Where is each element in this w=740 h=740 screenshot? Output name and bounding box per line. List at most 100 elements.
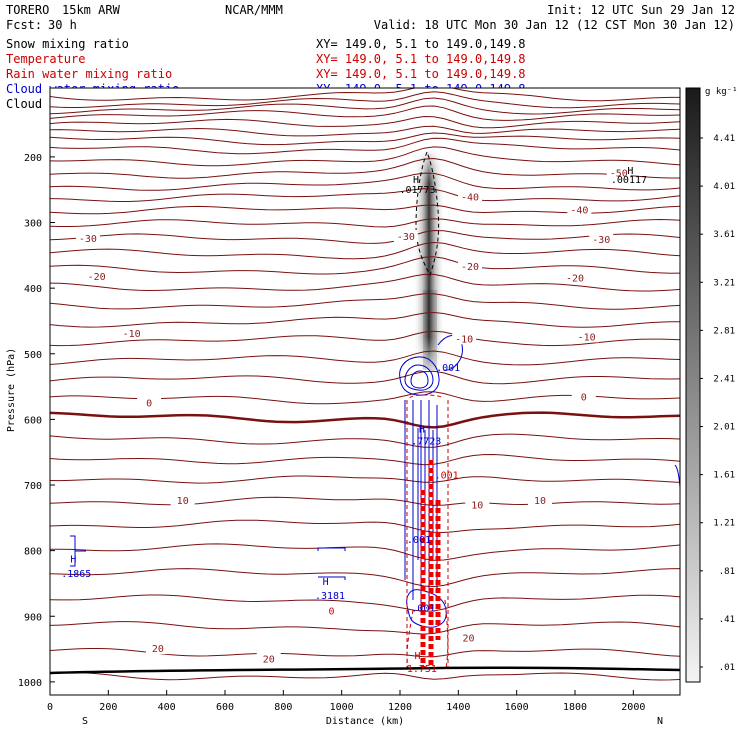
- fcst-label: Fcst:: [6, 18, 42, 32]
- temperature-label: -10: [455, 334, 473, 345]
- x-tick-label: 0: [47, 702, 53, 713]
- resolution-label: 15km ARW: [62, 3, 121, 17]
- temperature-contour-line: [50, 433, 680, 448]
- x-tick-label: 1800: [563, 702, 587, 713]
- colorbar-label: .41: [719, 615, 735, 625]
- colorbar-label: 2.01: [713, 423, 735, 433]
- maximum-label: 1.751: [407, 664, 437, 675]
- maximum-label: .1865: [61, 569, 91, 580]
- maximum-label: .00117: [611, 175, 647, 186]
- maximum-label: H: [627, 166, 633, 177]
- label-background: [571, 390, 596, 403]
- temperature-contour-line: [50, 594, 680, 612]
- temperature-label: 20: [152, 644, 164, 655]
- axes: 0 200 400 600 800 1000 1200 1400 1600 1800 2000200…: [6, 153, 663, 727]
- temperature-label: 20: [463, 634, 475, 645]
- maximum-label: H: [413, 175, 419, 186]
- temperature-contour-line: [50, 370, 680, 385]
- colorbar-label: .81: [719, 567, 735, 577]
- temperature-contour-line: [50, 453, 680, 466]
- temperature-contour-line: [50, 218, 680, 228]
- x-tick-label: 1200: [388, 702, 412, 713]
- maximum-label: .3181: [315, 591, 345, 602]
- colorbar-ramp: [685, 87, 701, 683]
- maximum-label: 0: [328, 606, 334, 617]
- x-tick-label: 1400: [446, 702, 470, 713]
- colorbar-label: 4.41: [713, 134, 735, 144]
- y-tick-label: 1000: [18, 678, 42, 689]
- label-background: [137, 396, 162, 409]
- temperature-contour-line: [50, 311, 680, 328]
- label-background: [458, 260, 482, 273]
- temperature-label: 0: [581, 393, 587, 404]
- org-label: NCAR/MMM: [225, 3, 283, 17]
- temperature-label: -40: [570, 206, 588, 217]
- y-tick-label: 900: [24, 612, 42, 623]
- temperature-contour-line: [50, 411, 680, 429]
- x-tick-label: 1600: [505, 702, 529, 713]
- cloud-ice-contour: [415, 150, 440, 277]
- fcst-value: 30 h: [48, 18, 77, 32]
- temperature-contour-line: [50, 256, 680, 275]
- maximum-label: .001: [411, 604, 435, 615]
- legend-xy: XY= 149.0, 5.1 to 149.0,149.8: [316, 52, 526, 66]
- temperature-contour-line: [50, 568, 680, 588]
- ground-surface-line: [49, 666, 681, 675]
- label-background: [458, 190, 482, 203]
- plot-contents: [50, 88, 680, 681]
- x-tick-label: 800: [274, 702, 292, 713]
- maximum-label: .01773: [399, 185, 435, 196]
- header: TORERO 15km ARW NCAR/MMM Init: 12 UTC Su…: [6, 3, 735, 32]
- temperature-label: -50: [610, 168, 628, 179]
- temperature-contour-line: [50, 241, 680, 260]
- temperature-label: -20: [88, 272, 106, 283]
- colorbar-label: .01: [719, 663, 735, 673]
- label-background: [170, 493, 195, 506]
- x-tick-label: 600: [216, 702, 234, 713]
- temperature-contour-line: [50, 496, 680, 506]
- label-background: [84, 269, 109, 282]
- temperature-label: -20: [566, 273, 584, 284]
- temperature-contour-line: [50, 273, 680, 292]
- temperature-contour-line: [50, 188, 680, 202]
- colorbar-label: 3.21: [713, 278, 735, 288]
- temperature-label: -30: [79, 234, 97, 245]
- temperature-contour-line: [50, 543, 680, 561]
- colorbar: g kg⁻¹ 4.41 4.01 3.61 3.21 2.81 2.41 2.01 1.61 1.…: [685, 87, 738, 683]
- temperature-label: 10: [534, 496, 546, 507]
- temperature-contour-line: [50, 350, 680, 366]
- temperature-contour-line: [50, 91, 680, 109]
- colorbar-label: 1.61: [713, 471, 735, 481]
- colorbar-label: 4.01: [713, 182, 735, 192]
- label-background: [145, 642, 170, 655]
- temperature-label: -10: [123, 329, 141, 340]
- snow-column-core: [423, 290, 437, 370]
- rain-water-contours: [406, 394, 449, 669]
- y-tick-label: 800: [24, 547, 42, 558]
- y-tick-label: 400: [24, 284, 42, 295]
- model-name: TORERO: [6, 3, 49, 17]
- maximum-label: H: [419, 425, 425, 436]
- temperature-label: 0: [146, 399, 152, 410]
- legend-xy: XY= 149.0, 5.1 to 149.0,149.8: [316, 67, 526, 81]
- temperature-label: -30: [397, 232, 415, 243]
- temperature-contour-line: [50, 115, 680, 129]
- temperature-label: -10: [578, 332, 596, 343]
- label-background: [563, 271, 587, 284]
- y-tick-label: 700: [24, 481, 42, 492]
- temperature-label: 10: [471, 500, 483, 511]
- legend-label: Snow mixing ratio: [6, 37, 129, 51]
- maximum-label: .001: [435, 470, 459, 481]
- temperature-contours: [50, 88, 680, 681]
- legend-label: Temperature: [6, 52, 85, 66]
- legend-label: Rain water mixing ratio: [6, 67, 172, 81]
- temperature-contour-line: [50, 125, 680, 137]
- right-end-label: N: [657, 716, 663, 727]
- temperature-contour-line: [50, 132, 680, 146]
- temperature-contour-line: [50, 519, 680, 534]
- x-tick-label: 1000: [330, 702, 354, 713]
- init-time: Init: 12 UTC Sun 29 Jan 12: [547, 3, 735, 17]
- temperature-label: 10: [177, 496, 189, 507]
- valid-time: Valid: 18 UTC Mon 30 Jan 12 (12 CST Mon …: [374, 18, 735, 32]
